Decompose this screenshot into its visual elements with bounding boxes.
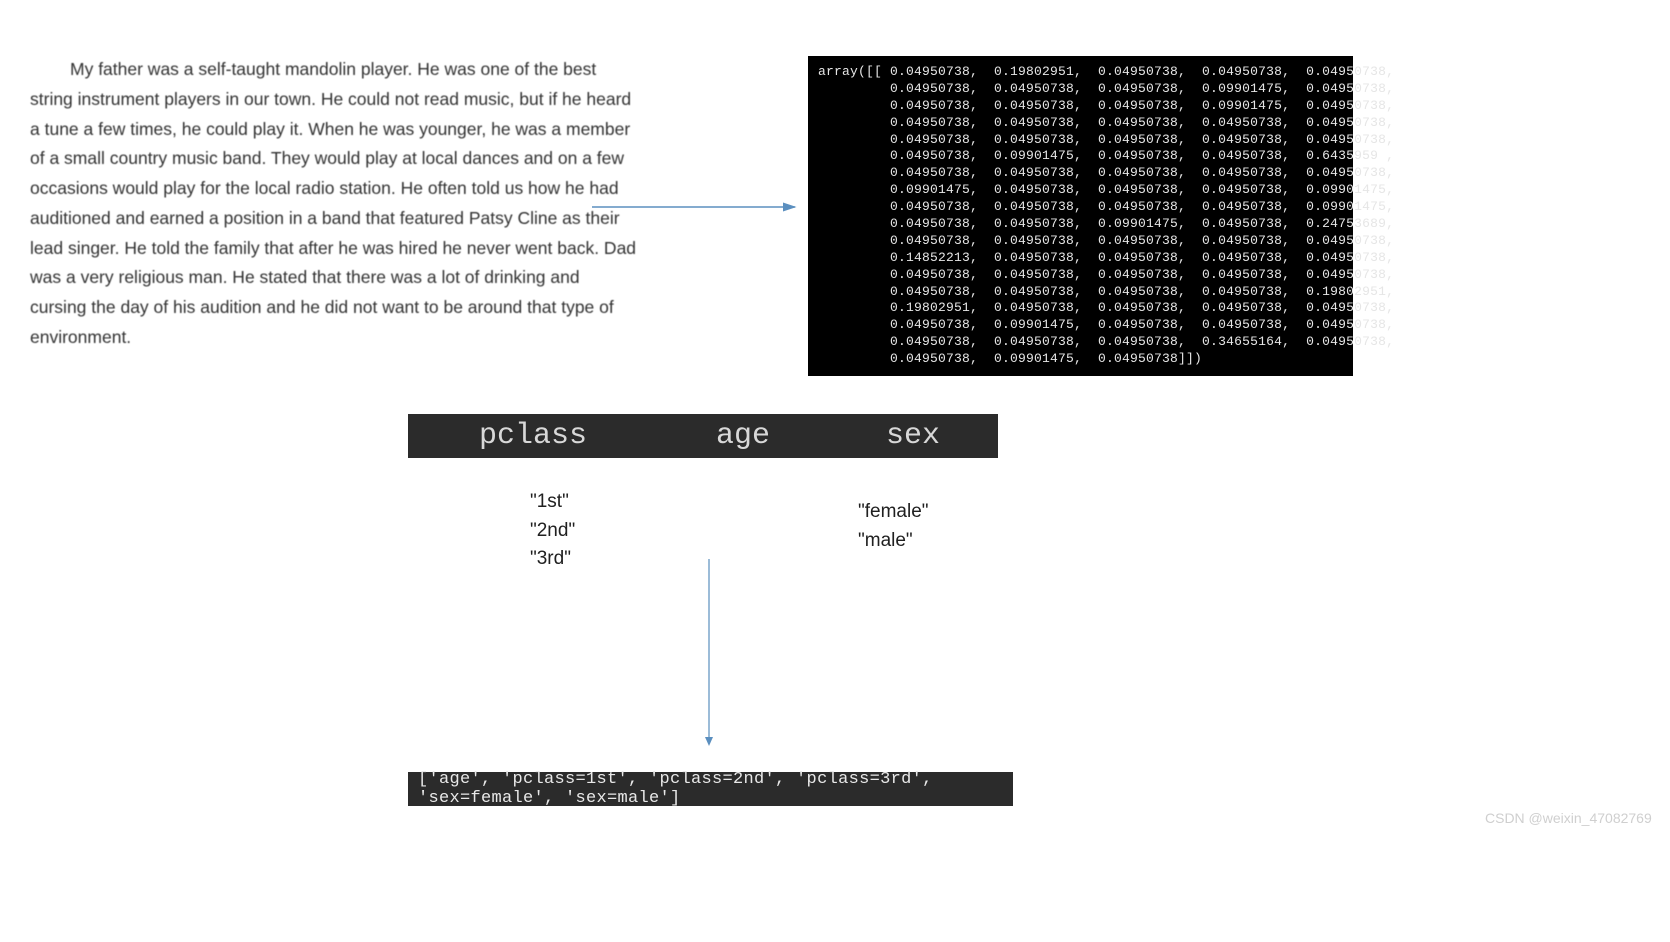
category-value: "male": [858, 527, 929, 556]
category-value: "1st": [530, 488, 575, 517]
result-text: ['age', 'pclass=1st', 'pclass=2nd', 'pcl…: [418, 770, 1003, 808]
column-header: pclass: [408, 419, 658, 453]
category-value: "2nd": [530, 517, 575, 546]
category-value: "female": [858, 498, 929, 527]
pclass-values: "1st""2nd""3rd": [530, 488, 575, 574]
watermark-text: CSDN @weixin_47082769: [1485, 810, 1652, 826]
category-value: "3rd": [530, 545, 575, 574]
array-output-terminal: array([[ 0.04950738, 0.19802951, 0.04950…: [808, 56, 1353, 376]
column-header-bar: pclassagesex: [408, 414, 998, 458]
column-header: age: [658, 419, 828, 453]
source-paragraph: My father was a self-taught mandolin pla…: [30, 55, 640, 353]
sex-values: "female""male": [858, 498, 929, 555]
paragraph-text: My father was a self-taught mandolin pla…: [30, 59, 636, 347]
column-header: sex: [828, 419, 998, 453]
result-output-bar: ['age', 'pclass=1st', 'pclass=2nd', 'pcl…: [408, 772, 1013, 806]
